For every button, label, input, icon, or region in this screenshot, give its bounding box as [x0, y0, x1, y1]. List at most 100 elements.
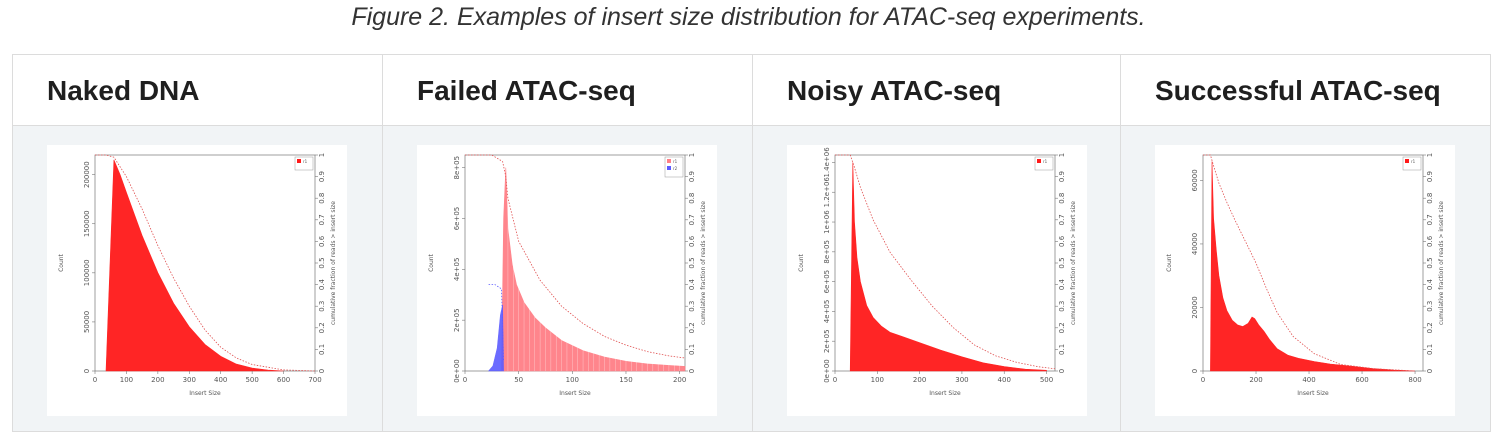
y2-tick-label: 0.5 — [1058, 257, 1066, 268]
y-tick-label: 50000 — [83, 311, 91, 333]
y2-tick-label: 0.4 — [688, 278, 696, 290]
y-tick-label: 6e+05 — [823, 270, 831, 294]
series-1-area — [487, 304, 504, 372]
x-tick-label: 150 — [619, 376, 632, 384]
chart-failed-atac: 0 50 100 150 200 0e+00 2e+05 4e+05 6e+05 8e+05 0 0.… — [428, 153, 707, 397]
legend-swatch — [297, 159, 301, 163]
y2-tick-label: 0.6 — [1058, 235, 1066, 247]
y2-tick-label: 0.8 — [688, 193, 696, 204]
y2-tick-label: 0.8 — [1426, 193, 1434, 204]
y-tick-label: 0 — [83, 369, 91, 373]
y-tick-label: 2e+05 — [453, 308, 461, 332]
y-axis-label: Count — [58, 253, 65, 271]
y-tick-label: 1e+06 — [823, 210, 831, 234]
legend-label: r2 — [673, 166, 678, 171]
panel-cell-successful-atac: 0 200 400 600 800 0 20000 40000 60000 0 0.1 0.2 0.3 0… — [1121, 126, 1490, 431]
y-tick-label: 0e+00 — [823, 359, 831, 383]
y-tick-label: 200000 — [83, 161, 91, 188]
y-tick-label: 8e+05 — [453, 156, 461, 180]
x-tick-label: 700 — [308, 376, 321, 384]
y2-axis-label: cumulative fraction of reads > insert si… — [330, 201, 337, 325]
x-axis-label: Insert Size — [929, 390, 961, 397]
x-tick-label: 400 — [214, 376, 227, 384]
y2-tick-label: 0.7 — [1426, 214, 1434, 225]
cumulative-curve — [95, 154, 316, 372]
x-tick-label: 600 — [277, 376, 290, 384]
y2-tick-label: 0.4 — [318, 278, 326, 290]
y-tick-label: 0e+00 — [453, 359, 461, 383]
series-0-area — [849, 162, 1047, 372]
figure-table: Naked DNA Failed ATAC-seq Noisy ATAC-seq… — [12, 54, 1491, 432]
y2-tick-label: 0.1 — [1058, 344, 1066, 355]
y2-tick-label: 0.3 — [688, 301, 696, 312]
panel-cell-failed-atac: 0 50 100 150 200 0e+00 2e+05 4e+05 6e+05 8e+05 0 0.… — [383, 126, 753, 431]
y-tick-label: 6e+05 — [453, 207, 461, 231]
panel-cell-naked-dna: 0 100 200 300 400 500 600 700 0 50000 100000 150000… — [13, 126, 383, 431]
x-axis-label: Insert Size — [1297, 390, 1329, 397]
y2-axis-label: cumulative fraction of reads > insert si… — [1438, 201, 1445, 325]
y2-tick-label: 0.1 — [318, 344, 326, 355]
y-tick-label: 8e+05 — [823, 240, 831, 264]
y-tick-label: 1.2e+06 — [823, 177, 831, 208]
y2-tick-label: 0.2 — [318, 322, 326, 333]
y2-axis-label: cumulative fraction of reads > insert si… — [1070, 201, 1077, 325]
y2-tick-label: 1 — [688, 153, 696, 157]
legend-label: r1 — [1411, 159, 1416, 164]
legend-swatch — [667, 159, 671, 163]
y-tick-label: 0 — [1191, 369, 1199, 373]
series-0-area — [501, 167, 686, 372]
y2-tick-label: 1 — [318, 153, 326, 157]
y-tick-label: 2e+05 — [823, 329, 831, 353]
y-tick-label: 60000 — [1191, 169, 1199, 191]
plot-naked-dna: 0 100 200 300 400 500 600 700 0 50000 100000 150000… — [47, 145, 347, 416]
y2-tick-label: 0.3 — [1058, 301, 1066, 312]
x-tick-label: 300 — [955, 376, 968, 384]
y-axis-label: Count — [798, 253, 805, 271]
y2-tick-label: 0.3 — [1426, 301, 1434, 312]
x-tick-label: 100 — [871, 376, 884, 384]
y2-tick-label: 1 — [1058, 153, 1066, 157]
y2-tick-label: 0 — [1058, 369, 1066, 373]
y-tick-label: 4e+05 — [823, 300, 831, 324]
figure-caption: Figure 2. Examples of insert size distri… — [351, 3, 1146, 31]
legend-swatch — [1037, 159, 1041, 163]
y2-tick-label: 0.1 — [1426, 344, 1434, 355]
panel-cell-noisy-atac: 0 100 200 300 400 500 0e+00 2e+05 4e+05 6e+05 8e+0… — [753, 126, 1121, 431]
x-tick-label: 500 — [245, 376, 258, 384]
y2-tick-label: 0.7 — [688, 214, 696, 225]
chart-noisy-atac: 0 100 200 300 400 500 0e+00 2e+05 4e+05 6e+05 8e+0… — [798, 147, 1077, 397]
y2-tick-label: 0 — [318, 369, 326, 373]
y2-tick-label: 0.2 — [1058, 322, 1066, 333]
plot-failed-atac: 0 50 100 150 200 0e+00 2e+05 4e+05 6e+05 8e+05 0 0.… — [417, 145, 717, 416]
y-tick-label: 40000 — [1191, 233, 1199, 255]
y2-tick-label: 0 — [1426, 369, 1434, 373]
x-tick-label: 600 — [1355, 376, 1368, 384]
y2-tick-label: 0.8 — [318, 193, 326, 204]
y2-tick-label: 0.9 — [1058, 171, 1066, 182]
y2-tick-label: 0.5 — [318, 257, 326, 268]
y-tick-label: 100000 — [83, 259, 91, 286]
x-tick-label: 0 — [463, 376, 467, 384]
x-tick-label: 100 — [566, 376, 579, 384]
cumulative-curve — [1203, 154, 1416, 372]
x-tick-label: 200 — [151, 376, 164, 384]
y2-tick-label: 1 — [1426, 153, 1434, 157]
y2-tick-label: 0.6 — [318, 235, 326, 247]
x-axis-label: Insert Size — [189, 390, 221, 397]
chart-successful-atac: 0 200 400 600 800 0 20000 40000 60000 0 0.1 0.2 0.3 0… — [1166, 153, 1445, 397]
x-tick-label: 300 — [183, 376, 196, 384]
y2-tick-label: 0.5 — [688, 257, 696, 268]
panel-title-failed-atac: Failed ATAC-seq — [383, 55, 753, 126]
y2-tick-label: 0.4 — [1058, 278, 1066, 290]
y2-tick-label: 0.5 — [1426, 257, 1434, 268]
x-tick-label: 800 — [1408, 376, 1421, 384]
y2-tick-label: 0.6 — [688, 235, 696, 247]
y2-tick-label: 0 — [688, 369, 696, 373]
x-tick-label: 0 — [1201, 376, 1205, 384]
y-axis-label: Count — [428, 253, 435, 271]
y-tick-label: 4e+05 — [453, 258, 461, 282]
y-tick-label: 150000 — [83, 210, 91, 237]
y-tick-label: 1.4e+06 — [823, 147, 831, 178]
panel-title-noisy-atac: Noisy ATAC-seq — [753, 55, 1121, 126]
x-tick-label: 50 — [514, 376, 523, 384]
